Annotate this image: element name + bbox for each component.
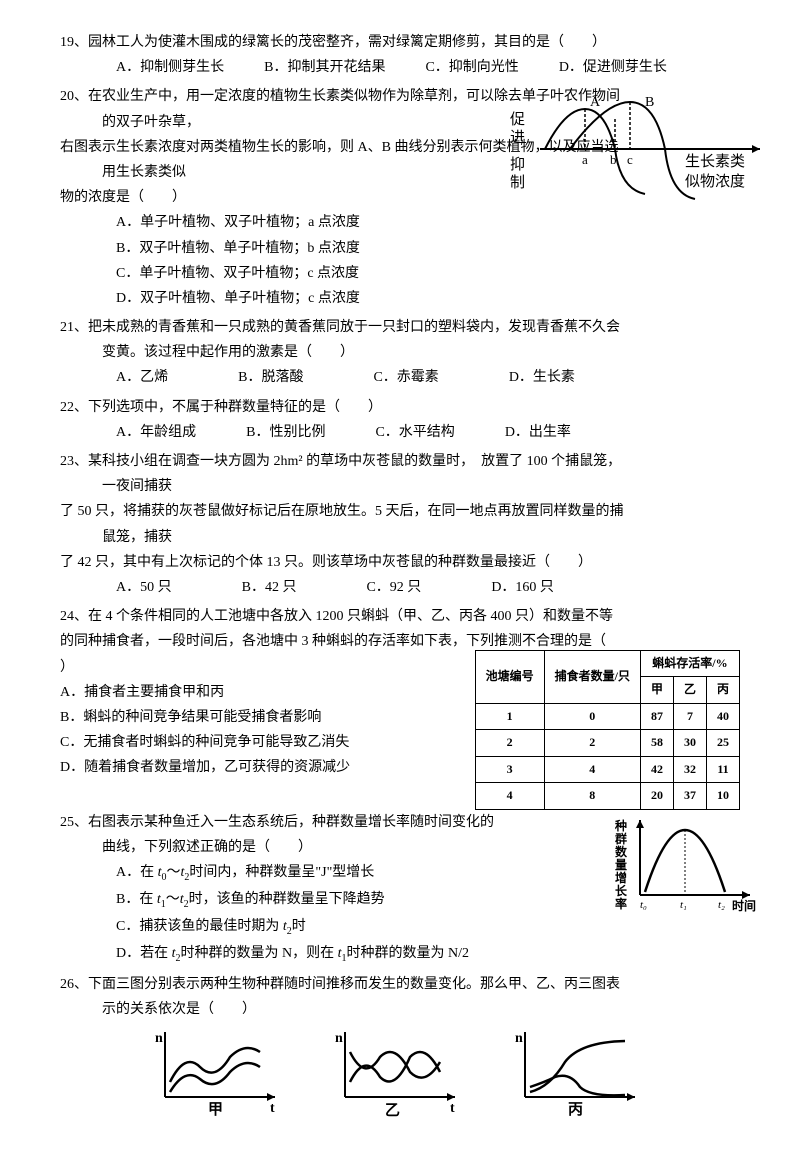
question-25: t₀ t₁ t₂ 时间 种 群 数 量 增 长 率 25、右图表示某种鱼迁入一生… [60,810,740,968]
svg-text:种: 种 [614,818,627,833]
q24-sub2: 乙 [673,677,706,704]
q21-opt-b: B．脱落酸 [238,365,303,390]
svg-text:n: n [515,1031,523,1046]
table-row: 22583025 [475,730,739,757]
q22-opt-c: C．水平结构 [375,420,454,445]
svg-text:丙: 丙 [568,1101,583,1117]
q21-opt-a: A．乙烯 [116,365,168,390]
svg-text:t₁: t₁ [680,899,687,911]
q26-chart-yi: n t 乙 [330,1027,470,1117]
q20-ylabel-p1: 促 [510,111,525,128]
svg-text:乙: 乙 [385,1103,400,1117]
question-26: 26、下面三图分别表示两种生物种群随时间推移而发生的数量变化。那么甲、乙、丙三图… [60,972,740,1117]
q26-line1: 26、下面三图分别表示两种生物种群随时间推移而发生的数量变化。那么甲、乙、丙三图… [60,972,740,997]
svg-text:t: t [270,1101,275,1116]
q21-opt-c: C．赤霉素 [373,365,438,390]
table-row: 34423211 [475,756,739,783]
q19-opt-b: B．抑制其开花结果 [264,55,385,80]
q23-line3: 了 50 只，将捕获的灰苍鼠做好标记后在原地放生。5 天后，在同一地点再放置同样… [60,499,740,524]
q24-th3: 蝌蚪存活率/% [640,650,739,677]
q21-line1: 21、把未成熟的青香蕉和一只成熟的黄香蕉同放于一只封口的塑料袋内，发现青香蕉不久… [60,315,740,340]
q20-label-a: A [590,95,601,110]
svg-text:长: 长 [615,883,628,898]
svg-text:n: n [155,1031,163,1046]
svg-text:甲: 甲 [208,1101,223,1117]
svg-text:群: 群 [614,831,627,846]
q23-opt-d: D．160 只 [491,575,554,600]
q19-text: 19、园林工人为使灌木围成的绿篱长的茂密整齐，需对绿篱定期修剪，其目的是（ ） [60,30,740,55]
q24-sub3: 丙 [706,677,739,704]
svg-text:抑: 抑 [510,156,525,173]
q20-tick-c: c [627,152,633,167]
q20-xlabel1: 生长素类 [685,153,745,170]
q23-line2: 一夜间捕获 [60,474,740,499]
q23-line1: 23、某科技小组在调查一块方圆为 2hm² 的草场中灰苍鼠的数量时， 放置了 1… [60,449,740,474]
q22-opt-d: D．出生率 [505,420,571,445]
q25-chart: t₀ t₁ t₂ 时间 种 群 数 量 增 长 率 [610,810,760,920]
svg-text:n: n [335,1031,343,1046]
table-row: 1087740 [475,703,739,730]
q19-opt-c: C．抑制向光性 [425,55,518,80]
q20-label-b: B [645,95,654,110]
q24-table: 池塘编号 捕食者数量/只 蝌蚪存活率/% 甲 乙 丙 1087740 22583… [475,650,740,811]
question-22: 22、下列选项中，不属于种群数量特征的是（ ） A．年龄组成 B．性别比例 C．… [60,395,740,445]
q20-opt-d: D．双子叶植物、单子叶植物；c 点浓度 [116,286,740,311]
svg-text:量: 量 [615,858,627,872]
q24-line1: 24、在 4 个条件相同的人工池塘中各放入 1200 只蝌蚪（甲、乙、丙各 40… [60,604,740,629]
question-23: 23、某科技小组在调查一块方圆为 2hm² 的草场中灰苍鼠的数量时， 放置了 1… [60,449,740,600]
question-24: 24、在 4 个条件相同的人工池塘中各放入 1200 只蝌蚪（甲、乙、丙各 40… [60,604,740,780]
svg-text:t: t [450,1101,455,1116]
svg-text:时间: 时间 [732,898,756,913]
q21-opt-d: D．生长素 [509,365,575,390]
svg-text:进: 进 [510,129,525,146]
question-21: 21、把未成熟的青香蕉和一只成熟的黄香蕉同放于一只封口的塑料袋内，发现青香蕉不久… [60,315,740,391]
q23-opt-a: A．50 只 [116,575,172,600]
q24-th1: 池塘编号 [475,650,544,703]
q20-tick-b: b [610,152,617,167]
q23-opt-b: B．42 只 [242,575,297,600]
q26-line2: 示的关系依次是（ ） [60,997,740,1022]
q23-opt-c: C．92 只 [366,575,421,600]
question-20: 20、在农业生产中，用一定浓度的植物生长素类似物作为除草剂，可以除去单子叶农作物… [60,84,740,311]
q22-options: A．年龄组成 B．性别比例 C．水平结构 D．出生率 [60,420,740,445]
q20-xlabel2: 似物浓度 [685,173,745,190]
q26-chart-jia: n t 甲 [150,1027,290,1117]
svg-text:增: 增 [615,870,627,885]
q19-options: A．抑制侧芽生长 B．抑制其开花结果 C．抑制向光性 D．促进侧芽生长 [60,55,740,80]
svg-text:t₀: t₀ [640,899,647,911]
q24-th2: 捕食者数量/只 [544,650,640,703]
q21-line2: 变黄。该过程中起作用的激素是（ ） [60,340,740,365]
q23-options: A．50 只 B．42 只 C．92 只 D．160 只 [60,575,740,600]
q19-opt-d: D．促进侧芽生长 [559,55,667,80]
q22-text: 22、下列选项中，不属于种群数量特征的是（ ） [60,395,740,420]
svg-text:率: 率 [615,896,627,911]
q23-line4: 鼠笼，捕获 [60,525,740,550]
q20-options: A．单子叶植物、双子叶植物；a 点浓度 B．双子叶植物、单子叶植物；b 点浓度 … [60,210,740,311]
q21-options: A．乙烯 B．脱落酸 C．赤霉素 D．生长素 [60,365,740,390]
q20-chart: A B a b c 促 进 抑 制 生长素类 似物浓度 [510,94,770,224]
question-19: 19、园林工人为使灌木围成的绿篱长的茂密整齐，需对绿篱定期修剪，其目的是（ ） … [60,30,740,80]
q23-line5: 了 42 只，其中有上次标记的个体 13 只。则该草场中灰苍鼠的种群数量最接近（… [60,550,740,575]
svg-text:数: 数 [615,844,628,859]
q20-opt-c: C．单子叶植物、双子叶植物；c 点浓度 [116,261,740,286]
svg-text:制: 制 [510,174,525,191]
q22-opt-a: A．年龄组成 [116,420,196,445]
table-row: 48203710 [475,783,739,810]
q20-tick-a: a [582,152,588,167]
q19-opt-a: A．抑制侧芽生长 [116,55,224,80]
q25-opt-d: D．若在 t2时种群的数量为 N，则在 t1时种群的数量为 N/2 [116,941,740,968]
q26-chart-bing: n 丙 [510,1027,650,1117]
q26-charts: n t 甲 n t 乙 n 丙 [60,1027,740,1117]
q22-opt-b: B．性别比例 [246,420,325,445]
q24-sub1: 甲 [640,677,673,704]
svg-text:t₂: t₂ [718,899,725,911]
q20-opt-b: B．双子叶植物、单子叶植物；b 点浓度 [116,236,740,261]
